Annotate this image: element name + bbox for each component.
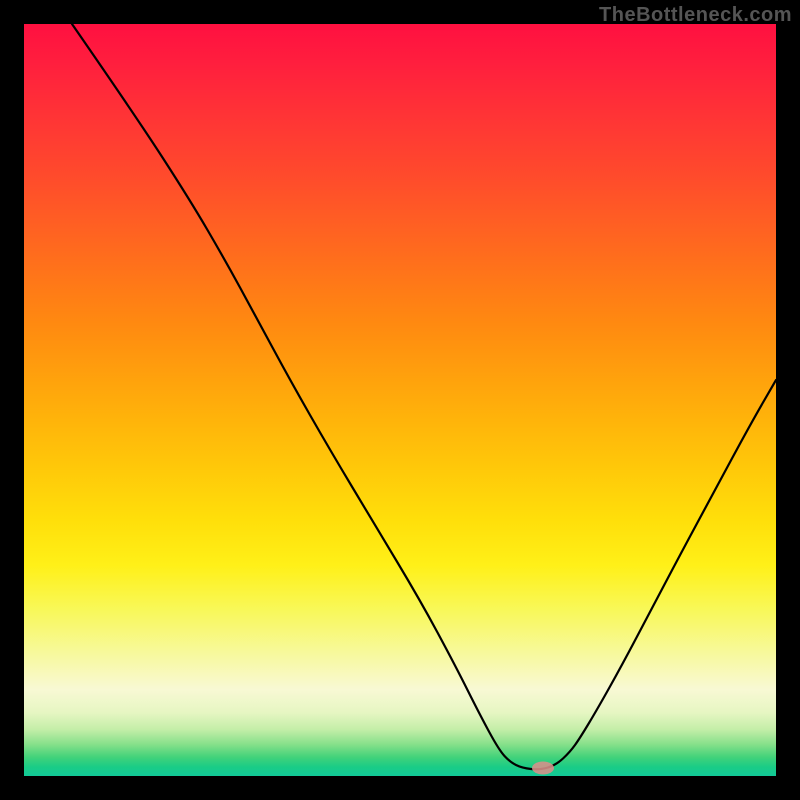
watermark-label: TheBottleneck.com xyxy=(599,4,792,27)
bottleneck-curve-chart xyxy=(0,0,800,800)
optimal-point-marker xyxy=(532,762,554,775)
gradient-fill xyxy=(24,24,776,776)
chart-container: TheBottleneck.com xyxy=(0,0,800,800)
